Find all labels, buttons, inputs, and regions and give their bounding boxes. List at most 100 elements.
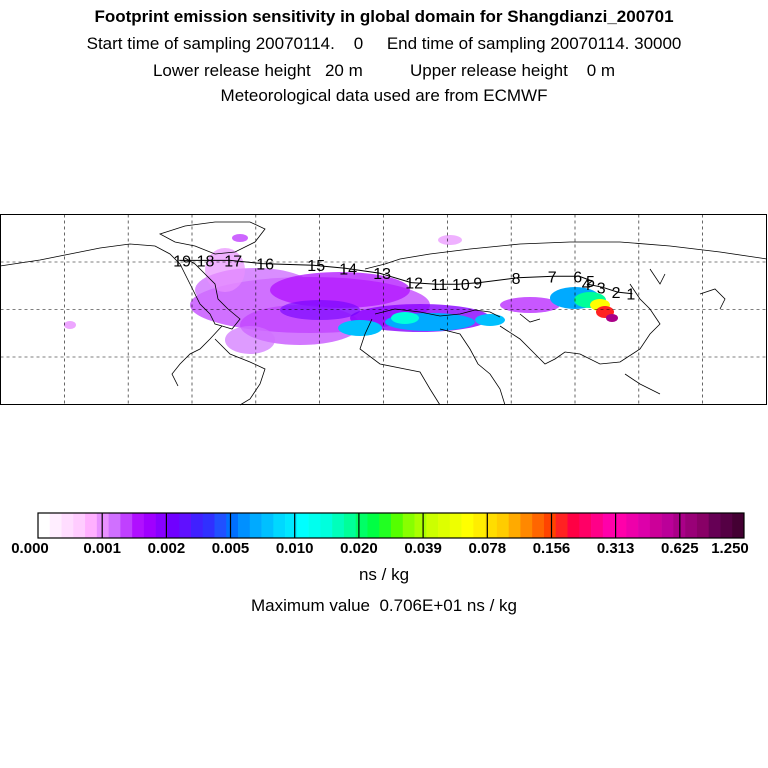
- colorbar-cell: [379, 513, 391, 538]
- colorbar-cell: [191, 513, 203, 538]
- trajectory-label: 16: [256, 257, 274, 274]
- colorbar-cell: [685, 513, 697, 538]
- colorbar-cell: [356, 513, 368, 538]
- colorbar-tick-label: 0.039: [404, 540, 442, 557]
- colorbar-cell: [438, 513, 450, 538]
- colorbar-cell: [603, 513, 615, 538]
- colorbar-cell: [591, 513, 603, 538]
- colorbar-cell: [391, 513, 403, 538]
- lower-release-label: Lower release height: [153, 61, 311, 80]
- colorbar-cell: [556, 513, 568, 538]
- colorbar-tick-label: 0.625: [661, 540, 699, 557]
- colorbar-cell: [415, 513, 427, 538]
- trajectory-label: 13: [373, 266, 391, 283]
- colorbar-cell: [297, 513, 309, 538]
- colorbar-tick-label: 0.313: [597, 540, 635, 557]
- end-time-label: End time of sampling 20070114. 30000: [387, 34, 682, 53]
- colorbar-cell: [615, 513, 627, 538]
- maximum-value: 0.706E+01: [379, 596, 462, 615]
- colorbar-cell: [215, 513, 227, 538]
- upper-release-label: Upper release height: [410, 61, 568, 80]
- colorbar-cell: [97, 513, 109, 538]
- colorbar-cell: [203, 513, 215, 538]
- trajectory-label: 1: [626, 287, 635, 304]
- colorbar-cell: [544, 513, 556, 538]
- colorbar-cell: [462, 513, 474, 538]
- colorbar-cell: [720, 513, 732, 538]
- colorbar-tick-label: 0.010: [276, 540, 314, 557]
- colorbar-cell: [120, 513, 132, 538]
- trajectory-label: 5: [586, 274, 595, 291]
- colorbar-cell: [426, 513, 438, 538]
- colorbar-cell: [344, 513, 356, 538]
- colorbar-cell: [662, 513, 674, 538]
- colorbar-cell: [450, 513, 462, 538]
- colorbar-cell: [238, 513, 250, 538]
- trajectory-label: 14: [339, 261, 357, 278]
- footprint-map: 1 2 3 4 5 6 7 8 9 10 11 12 13 14 15 16 1…: [0, 214, 768, 406]
- colorbar-unit: ns / kg: [0, 565, 768, 585]
- colorbar-cell: [320, 513, 332, 538]
- maximum-value-line: Maximum value 0.706E+01 ns / kg: [0, 596, 768, 616]
- trajectory-label: 15: [307, 258, 325, 275]
- colorbar-cell: [109, 513, 121, 538]
- lower-release-value: 20 m: [325, 61, 363, 80]
- trajectory-label: 6: [573, 269, 582, 286]
- colorbar-cells: [38, 513, 744, 538]
- colorbar-cell: [250, 513, 262, 538]
- colorbar-tick-label: 0.005: [212, 540, 250, 557]
- colorbar-cell: [226, 513, 238, 538]
- colorbar-cell: [309, 513, 321, 538]
- trajectory-label: 12: [405, 276, 423, 293]
- colorbar-cell: [85, 513, 97, 538]
- release-height-line: Lower release height 20 m Upper release …: [0, 61, 768, 81]
- colorbar: 0.000 0.001 0.002 0.005 0.010 0.020 0.03…: [0, 510, 768, 560]
- colorbar-cell: [50, 513, 62, 538]
- colorbar-tick-label: 1.250: [711, 540, 749, 557]
- colorbar-tick-label: 0.078: [469, 540, 507, 557]
- colorbar-cell: [697, 513, 709, 538]
- start-time-label: Start time of sampling 20070114.: [87, 34, 335, 53]
- trajectory-label: 7: [548, 269, 557, 286]
- maximum-value-unit: ns / kg: [467, 596, 517, 615]
- colorbar-cell: [367, 513, 379, 538]
- colorbar-cell: [732, 513, 744, 538]
- trajectory-label: 3: [597, 280, 606, 297]
- colorbar-cell: [638, 513, 650, 538]
- colorbar-cell: [285, 513, 297, 538]
- colorbar-tick-label: 0.002: [148, 540, 186, 557]
- colorbar-cell: [62, 513, 74, 538]
- trajectory-label: 8: [512, 271, 521, 288]
- colorbar-cell: [132, 513, 144, 538]
- trajectory-label: 11: [431, 277, 448, 294]
- trajectory-label: 19: [173, 253, 191, 270]
- colorbar-cell: [403, 513, 415, 538]
- start-hour: 0: [354, 34, 363, 53]
- colorbar-cell: [579, 513, 591, 538]
- colorbar-cell: [262, 513, 274, 538]
- trajectory-label: 18: [197, 253, 215, 270]
- colorbar-cell: [273, 513, 285, 538]
- colorbar-cell: [650, 513, 662, 538]
- colorbar-cell: [38, 513, 50, 538]
- upper-release-value: 0 m: [587, 61, 615, 80]
- colorbar-cell: [626, 513, 638, 538]
- colorbar-cell: [532, 513, 544, 538]
- colorbar-cell: [568, 513, 580, 538]
- colorbar-tick-label: 0.001: [83, 540, 121, 557]
- colorbar-cell: [332, 513, 344, 538]
- maximum-value-label: Maximum value: [251, 596, 370, 615]
- colorbar-cell: [497, 513, 509, 538]
- colorbar-cell: [167, 513, 179, 538]
- chart-title: Footprint emission sensitivity in global…: [0, 7, 768, 27]
- colorbar-tick-label: 0.000: [11, 540, 49, 557]
- colorbar-cell: [73, 513, 85, 538]
- colorbar-tick-label: 0.020: [340, 540, 378, 557]
- colorbar-cell: [509, 513, 521, 538]
- colorbar-cell: [179, 513, 191, 538]
- colorbar-cell: [144, 513, 156, 538]
- trajectory-label: 10: [452, 277, 470, 294]
- trajectory-label: 2: [612, 285, 621, 302]
- sampling-time-line: Start time of sampling 20070114. 0 End t…: [0, 34, 768, 54]
- trajectory-label: 17: [224, 253, 242, 270]
